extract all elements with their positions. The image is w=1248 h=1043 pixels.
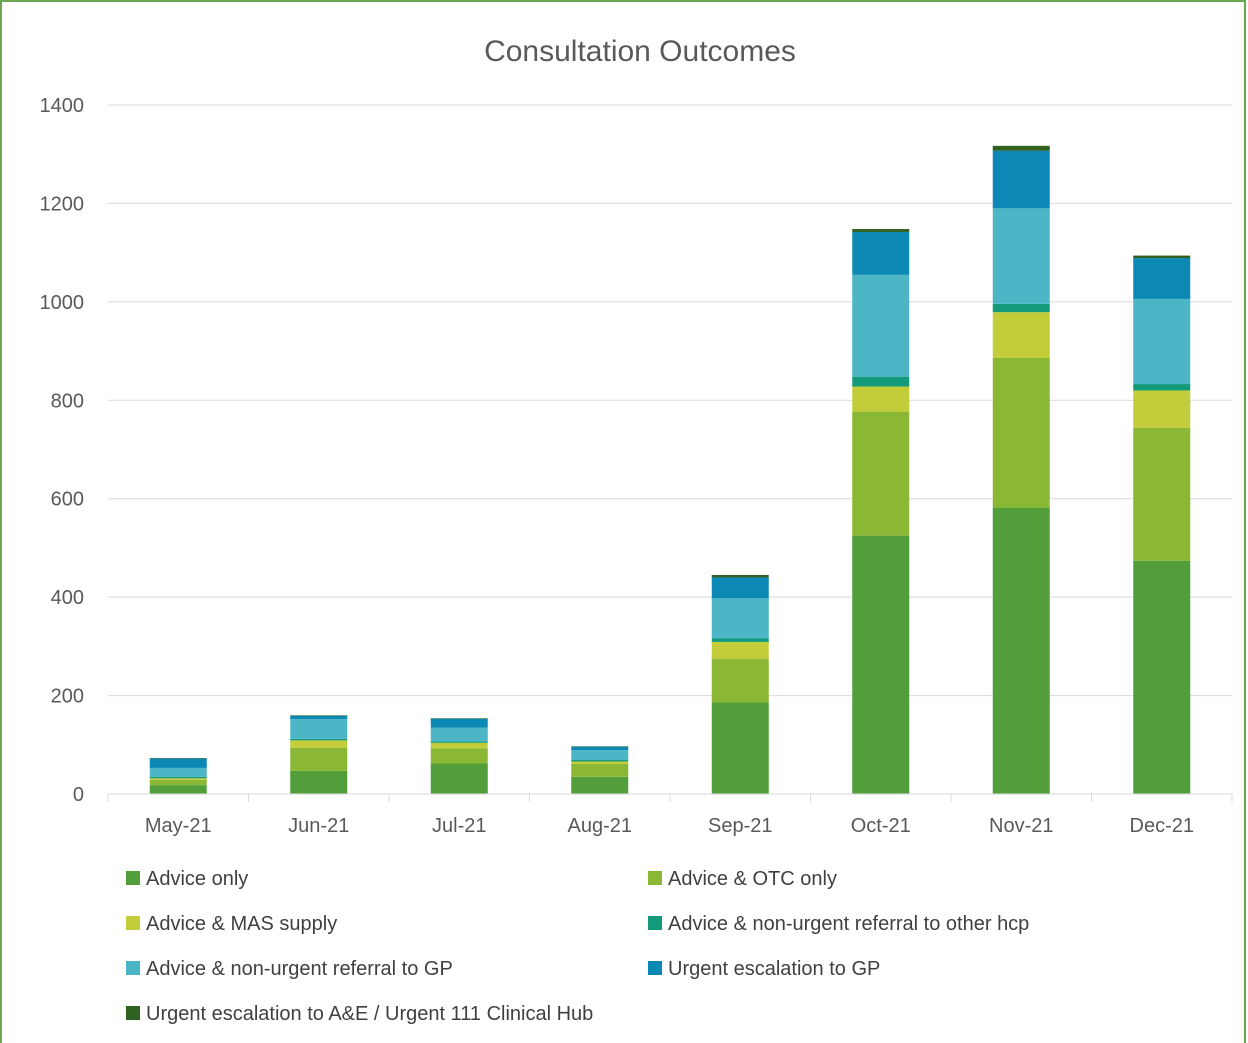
legend-label: Advice & MAS supply <box>146 913 337 935</box>
bar-segment <box>852 535 910 794</box>
bar-segment <box>430 748 488 764</box>
y-tick-label: 200 <box>51 686 84 708</box>
y-tick-label: 800 <box>51 390 84 412</box>
bar-segment <box>852 376 910 387</box>
legend-swatch <box>126 871 140 885</box>
bar-segment <box>430 727 488 742</box>
bar-segment <box>290 747 348 771</box>
bar-segment <box>711 598 769 639</box>
bar-segment <box>852 231 910 275</box>
bar-segment <box>149 776 207 779</box>
legend-swatch <box>648 871 662 885</box>
y-tick-label: 1000 <box>40 292 85 314</box>
bar-segment <box>992 208 1050 304</box>
bar-segment <box>430 742 488 749</box>
x-axis <box>107 793 1233 802</box>
bar-segment <box>852 229 910 232</box>
bar-segment <box>1133 390 1191 428</box>
bar-segment <box>711 574 769 578</box>
legend: Advice only Advice & OTC only Advice & MAS… <box>126 868 1029 1025</box>
x-tick-label: Sep-21 <box>708 815 773 837</box>
legend-label: Advice & OTC only <box>668 868 837 890</box>
legend-swatch <box>648 961 662 975</box>
bar-segment <box>1133 384 1191 391</box>
x-tick-label: Dec-21 <box>1130 815 1194 837</box>
legend-swatch <box>126 1006 140 1020</box>
bar-segment <box>571 761 629 764</box>
legend-item: Advice only <box>126 868 248 890</box>
bar-segment <box>290 770 348 794</box>
bar-segment <box>149 785 207 794</box>
legend-label: Urgent escalation to GP <box>668 958 880 980</box>
bar-segment <box>992 507 1050 794</box>
legend-item: Urgent escalation to GP <box>648 958 880 980</box>
legend-swatch <box>126 916 140 930</box>
bar-segment <box>1133 298 1191 385</box>
bar-segment <box>430 741 488 743</box>
x-tick-label: Jun-21 <box>288 815 349 837</box>
gridlines <box>108 104 1232 697</box>
bar-segment <box>290 715 348 720</box>
bar-segment <box>1133 560 1191 794</box>
legend-swatch <box>648 916 662 930</box>
bar-segment <box>992 303 1050 313</box>
bar-segment <box>430 763 488 794</box>
bar-segment <box>149 758 207 768</box>
legend-label: Advice & non-urgent referral to GP <box>146 958 453 980</box>
legend-item: Advice & OTC only <box>648 868 837 890</box>
bar-segment <box>571 760 629 762</box>
bar-segment <box>149 778 207 780</box>
bar-segment <box>992 312 1050 358</box>
y-axis-ticks: 0 200 400 600 800 1000 1200 1400 <box>40 95 85 806</box>
x-tick-label: Aug-21 <box>568 815 633 837</box>
bar-segment <box>571 746 629 751</box>
bar-segment <box>1133 255 1191 259</box>
bar-segment <box>571 750 629 761</box>
legend-label: Advice only <box>146 868 248 890</box>
y-tick-label: 0 <box>73 784 84 806</box>
y-tick-label: 600 <box>51 489 84 511</box>
bar-segment <box>290 719 348 739</box>
bar-segment <box>992 145 1050 151</box>
y-tick-label: 1200 <box>40 193 85 215</box>
bar-segment <box>430 718 488 728</box>
bar-segment <box>992 357 1050 508</box>
y-tick-label: 1400 <box>40 95 85 117</box>
bar-segment <box>711 658 769 703</box>
chart-title: Consultation Outcomes <box>484 35 796 68</box>
bar-segment <box>571 763 629 777</box>
bar-segment <box>852 274 910 377</box>
bar-segment <box>149 779 207 786</box>
bar-segment <box>149 767 207 777</box>
legend-item: Advice & non-urgent referral to other hc… <box>648 913 1029 935</box>
legend-item: Advice & non-urgent referral to GP <box>126 958 453 980</box>
y-tick-label: 400 <box>51 587 84 609</box>
bar-segment <box>852 386 910 412</box>
bar-segment <box>711 641 769 659</box>
bar-segment <box>290 738 348 741</box>
bars <box>149 145 1191 794</box>
x-tick-label: Nov-21 <box>989 815 1053 837</box>
x-tick-label: May-21 <box>145 815 212 837</box>
legend-item: Advice & MAS supply <box>126 913 337 935</box>
bar-segment <box>992 150 1050 209</box>
bar-segment <box>1133 258 1191 299</box>
bar-segment <box>1133 427 1191 561</box>
bar-segment <box>571 776 629 794</box>
x-tick-label: Jul-21 <box>432 815 486 837</box>
bar-segment <box>711 638 769 642</box>
bar-segment <box>711 702 769 794</box>
x-axis-ticks: May-21 Jun-21 Jul-21 Aug-21 Sep-21 Oct-21 Nov-… <box>145 815 1194 837</box>
legend-item: Urgent escalation to A&E / Urgent 111 Cl… <box>126 1003 593 1025</box>
bar-segment <box>711 577 769 599</box>
legend-swatch <box>126 961 140 975</box>
bar-segment <box>852 411 910 536</box>
bar-segment <box>290 740 348 748</box>
legend-label: Advice & non-urgent referral to other hc… <box>668 913 1029 935</box>
x-tick-label: Oct-21 <box>851 815 911 837</box>
legend-label: Urgent escalation to A&E / Urgent 111 Cl… <box>146 1003 593 1025</box>
